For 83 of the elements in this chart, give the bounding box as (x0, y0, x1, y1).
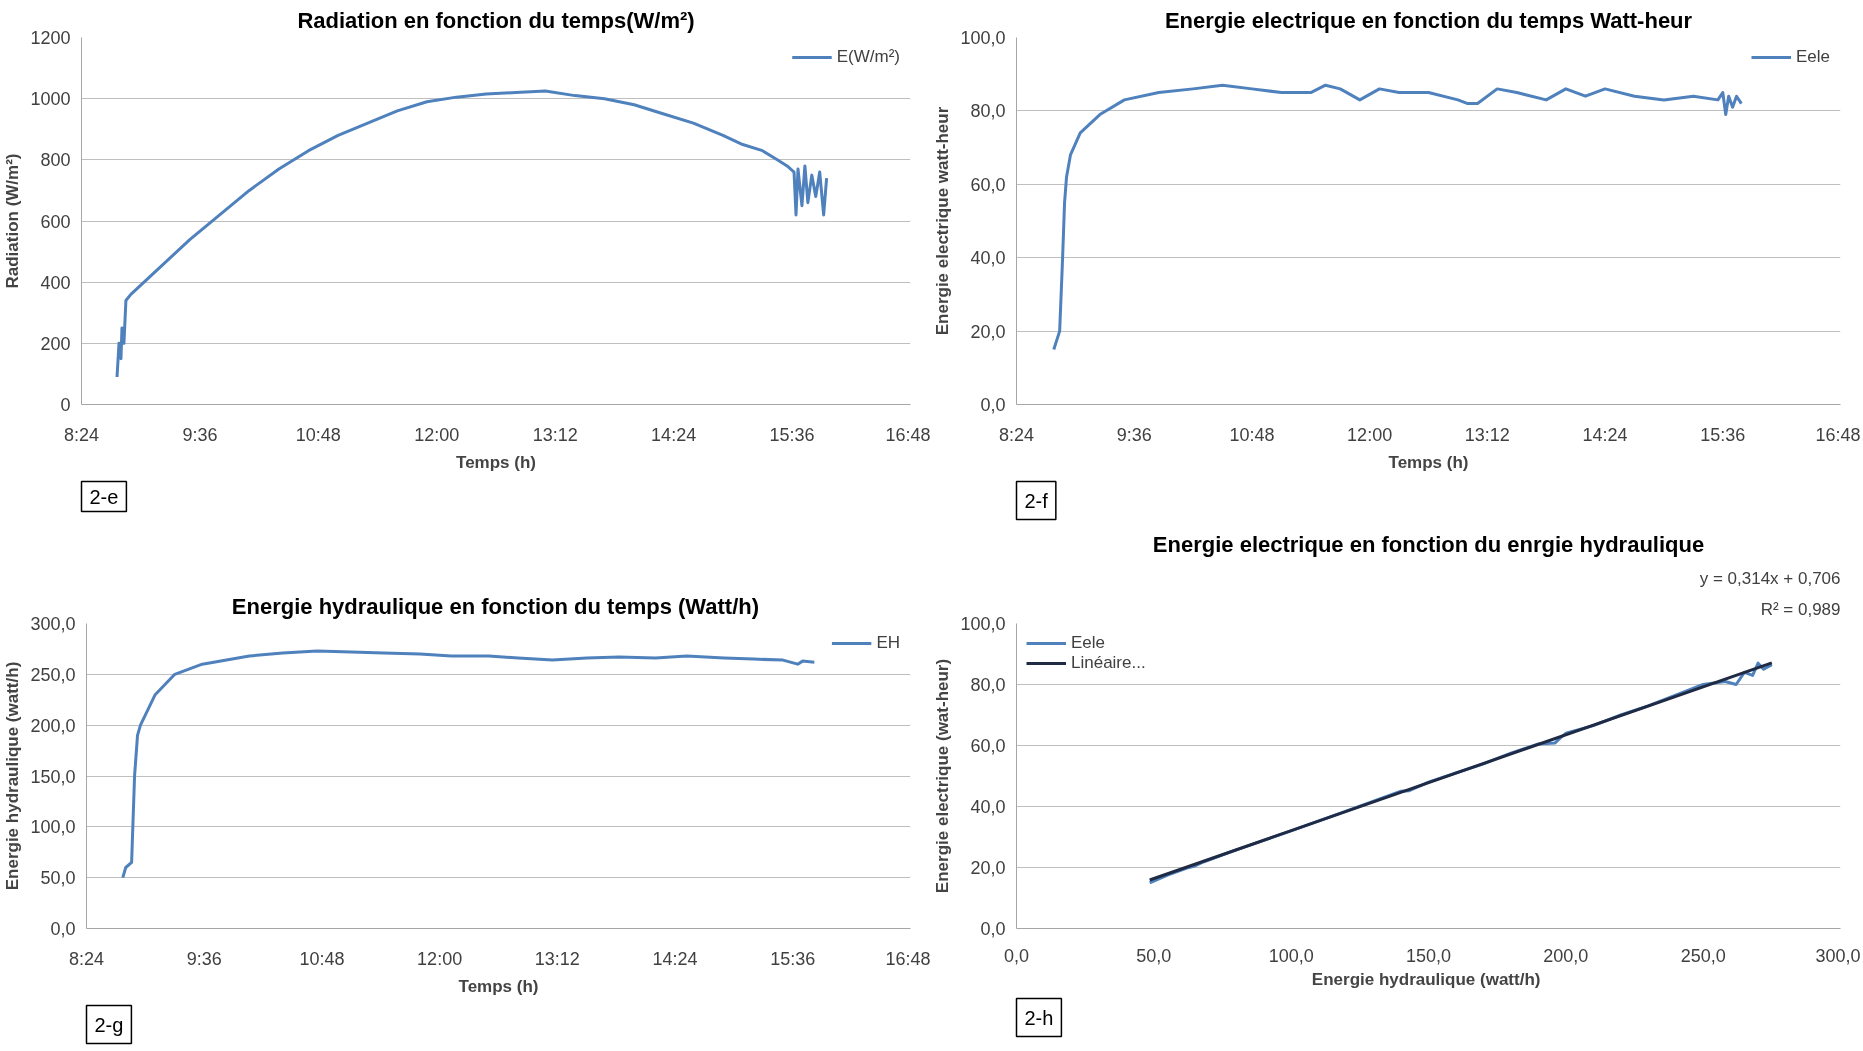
y-tick-label: 50,0 (40, 868, 76, 889)
legend-label: Eele (1795, 47, 1830, 67)
x-tick-label: 10:48 (1229, 424, 1275, 445)
x-tick-label: 150,0 (1405, 945, 1452, 966)
x-tick-label: 14:24 (1582, 424, 1628, 445)
y-tick-label: 0,0 (50, 919, 76, 939)
y-tick-label: 1000 (30, 89, 71, 110)
legend-label: E(W/m²) (836, 47, 900, 67)
x-tick-label: 13:12 (534, 948, 580, 969)
x-tick-label: 15:36 (769, 424, 815, 445)
chart-title: Energie electrique en fonction du temps Watt-heur (1164, 7, 1693, 33)
legend-label: Linéaire... (1071, 653, 1146, 673)
y-tick-label: 600 (40, 211, 71, 232)
y-tick-label: 100,0 (960, 28, 1006, 48)
x-tick-label: 10:48 (299, 948, 345, 969)
text: 2-g (94, 1013, 124, 1036)
x-tick-label: 13:12 (1464, 424, 1510, 445)
text: R² = 0,989 (1760, 599, 1841, 619)
y-tick-label: 40,0 (970, 248, 1006, 269)
x-tick-label: 14:24 (652, 948, 698, 969)
text: y = 0,314x + 0,706 (1699, 568, 1841, 588)
y-tick-label: 20,0 (970, 321, 1006, 342)
line-series (121, 649, 816, 880)
x-tick-label: 9:36 (186, 948, 222, 969)
chart-title: Energie electrique en fonction du enrgie hydraulique (1152, 531, 1705, 557)
y-tick-label: 200,0 (30, 715, 76, 736)
legend-label: Eele (1071, 633, 1106, 653)
x-tick-label: 300,0 (1815, 945, 1861, 966)
line-series (115, 89, 829, 379)
line-series (1052, 83, 1743, 351)
y-axis-title: Energie electrique watt-heur (933, 106, 953, 336)
y-tick-label: 0,0 (980, 919, 1006, 939)
x-tick-label: 15:36 (1700, 424, 1746, 445)
y-tick-label: 250,0 (30, 664, 76, 685)
x-tick-label: 250,0 (1680, 945, 1726, 966)
y-tick-label: 400 (40, 272, 71, 293)
text: 2-e (89, 485, 119, 508)
chart-title: Radiation en fonction du temps(W/m²) (297, 7, 695, 33)
y-tick-label: 60,0 (970, 736, 1006, 756)
y-tick-label: 300,0 (30, 614, 76, 634)
y-tick-label: 40,0 (970, 797, 1006, 817)
x-axis-title: Temps (h) (458, 976, 539, 996)
y-axis-title: Radiation (W/m²) (3, 153, 23, 289)
y-tick-label: 0 (60, 395, 71, 415)
x-tick-label: 16:48 (885, 424, 931, 445)
x-tick-label: 8:24 (68, 948, 105, 969)
x-tick-label: 8:24 (63, 424, 100, 445)
y-tick-label: 100,0 (960, 614, 1006, 634)
x-tick-label: 16:48 (1815, 424, 1861, 445)
y-tick-label: 800 (40, 150, 71, 171)
y-tick-label: 0,0 (980, 395, 1006, 415)
x-tick-label: 16:48 (885, 948, 931, 969)
x-tick-label: 0,0 (1003, 945, 1030, 966)
y-tick-label: 60,0 (970, 174, 1006, 195)
x-tick-label: 15:36 (770, 948, 816, 969)
x-tick-label: 14:24 (651, 424, 697, 445)
x-axis-title: Temps (h) (1388, 452, 1469, 472)
x-tick-label: 12:00 (417, 948, 463, 969)
x-tick-label: 200,0 (1543, 945, 1589, 966)
x-tick-label: 13:12 (532, 424, 578, 445)
x-tick-label: 9:36 (182, 424, 218, 445)
y-axis-title: Energie electrique (wat-heur) (933, 658, 953, 894)
y-tick-label: 150,0 (30, 766, 76, 787)
legend-label: EH (876, 633, 900, 653)
y-tick-label: 1200 (30, 28, 71, 48)
x-tick-label: 50,0 (1136, 945, 1172, 966)
chart-title: Energie hydraulique en fonction du temps (Watt/h) (231, 593, 760, 619)
text: 2-f (1024, 489, 1049, 512)
x-axis-title: Energie hydraulique (watt/h) (1311, 969, 1541, 989)
x-axis-title: Temps (h) (456, 452, 536, 472)
text: 2-h (1024, 1006, 1054, 1029)
y-tick-label: 80,0 (970, 675, 1006, 695)
y-tick-label: 20,0 (970, 858, 1006, 878)
y-tick-label: 80,0 (970, 101, 1006, 122)
y-axis-title: Energie hydraulique (watt/h) (3, 661, 23, 891)
x-tick-label: 8:24 (998, 424, 1035, 445)
y-tick-label: 100,0 (30, 817, 76, 838)
y-tick-label: 200 (40, 333, 71, 354)
x-tick-label: 100,0 (1268, 945, 1314, 966)
x-tick-label: 9:36 (1116, 424, 1152, 445)
x-tick-label: 10:48 (295, 424, 341, 445)
x-tick-label: 12:00 (414, 424, 460, 445)
x-tick-label: 12:00 (1347, 424, 1393, 445)
